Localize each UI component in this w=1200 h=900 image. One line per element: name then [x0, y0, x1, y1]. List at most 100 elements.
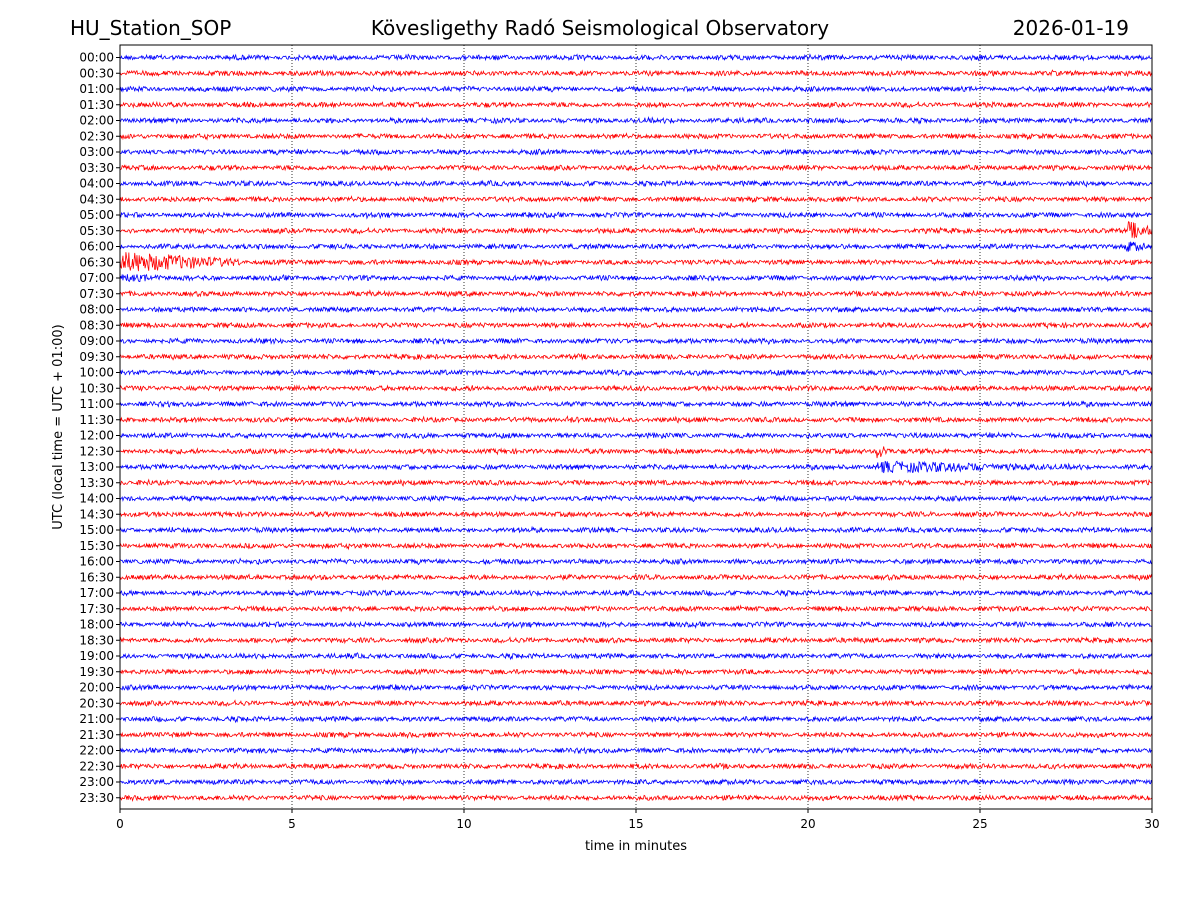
- trace-0000: [119, 53, 1153, 62]
- trace-1130: [119, 415, 1153, 424]
- trace-1500: [119, 525, 1153, 534]
- y-tick-label: 06:00: [79, 240, 114, 254]
- trace-1230: [119, 446, 1153, 459]
- y-tick-label: 10:00: [79, 366, 114, 380]
- trace-2100: [119, 714, 1153, 724]
- y-tick-label: 03:30: [79, 161, 114, 175]
- trace-0830: [119, 321, 1153, 330]
- trace-1730: [119, 604, 1153, 613]
- trace-1930: [119, 667, 1153, 676]
- trace-0430: [119, 195, 1153, 204]
- trace-1000: [119, 368, 1153, 377]
- trace-1330: [119, 478, 1153, 487]
- x-tick-label: 20: [800, 817, 815, 831]
- y-tick-label: 19:30: [79, 665, 114, 679]
- y-tick-label: 17:30: [79, 602, 114, 616]
- y-tick-label: 14:30: [79, 507, 114, 521]
- x-tick-label: 0: [116, 817, 124, 831]
- trace-0030: [119, 69, 1153, 78]
- y-tick-label: 14:00: [79, 492, 114, 506]
- x-tick-label: 5: [288, 817, 296, 831]
- y-tick-label: 21:00: [79, 712, 114, 726]
- trace-0730: [119, 289, 1153, 298]
- trace-2130: [119, 730, 1153, 740]
- trace-0100: [119, 84, 1153, 94]
- station-label: HU_Station_SOP: [70, 16, 232, 40]
- trace-0130: [119, 100, 1153, 109]
- x-tick-label: 10: [456, 817, 471, 831]
- y-tick-label: 22:00: [79, 744, 114, 758]
- y-tick-label: 07:00: [79, 271, 114, 285]
- y-tick-label: 04:30: [79, 192, 114, 206]
- y-tick-label: 00:00: [79, 51, 114, 65]
- trace-0630: [119, 252, 1153, 272]
- y-tick-label: 10:30: [79, 381, 114, 395]
- trace-2330: [119, 794, 1153, 802]
- trace-1400: [119, 494, 1153, 503]
- y-tick-label: 09:00: [79, 334, 114, 348]
- y-tick-label: 23:00: [79, 775, 114, 789]
- trace-1700: [119, 589, 1153, 598]
- y-tick-label: 20:30: [79, 696, 114, 710]
- y-tick-label: 15:30: [79, 539, 114, 553]
- y-tick-label: 01:30: [79, 98, 114, 112]
- x-tick-label: 15: [628, 817, 643, 831]
- date-label: 2026-01-19: [1012, 16, 1129, 40]
- trace-0400: [119, 179, 1153, 188]
- y-axis-label: UTC (local time = UTC + 01:00): [51, 324, 66, 529]
- y-tick-label: 11:00: [79, 397, 114, 411]
- trace-1800: [119, 620, 1153, 630]
- x-tick-label: 30: [1144, 817, 1159, 831]
- chart-title: Kövesligethy Radó Seismological Observat…: [370, 16, 830, 40]
- traces: [119, 53, 1153, 802]
- y-tick-label: 17:00: [79, 586, 114, 600]
- trace-1030: [119, 384, 1153, 393]
- trace-0200: [119, 115, 1153, 125]
- trace-0700: [119, 273, 1153, 283]
- trace-1830: [119, 636, 1153, 645]
- trace-2000: [119, 683, 1153, 693]
- trace-0800: [119, 305, 1153, 314]
- y-tick-label: 03:00: [79, 145, 114, 159]
- trace-2230: [119, 761, 1153, 771]
- y-tick-label: 02:00: [79, 114, 114, 128]
- y-tick-label: 19:00: [79, 649, 114, 663]
- y-tick-label: 05:30: [79, 224, 114, 238]
- trace-1100: [119, 400, 1153, 409]
- trace-0330: [119, 163, 1153, 172]
- y-tick-label: 13:00: [79, 460, 114, 474]
- x-tick-label: 25: [972, 817, 987, 831]
- y-tick-label: 11:30: [79, 413, 114, 427]
- trace-1900: [119, 652, 1153, 661]
- trace-1600: [119, 557, 1153, 566]
- y-tick-label: 13:30: [79, 476, 114, 490]
- y-tick-label: 21:30: [79, 728, 114, 742]
- y-tick-label: 02:30: [79, 129, 114, 143]
- y-tick-label: 00:30: [79, 66, 114, 80]
- y-tick-label: 23:30: [79, 791, 114, 805]
- y-tick-label: 05:00: [79, 208, 114, 222]
- y-tick-label: 06:30: [79, 255, 114, 269]
- y-tick-label: 08:30: [79, 318, 114, 332]
- trace-0500: [119, 211, 1153, 220]
- y-tick-label: 16:30: [79, 570, 114, 584]
- trace-0600: [119, 241, 1153, 253]
- y-tick-label: 09:30: [79, 350, 114, 364]
- y-tick-label: 22:30: [79, 759, 114, 773]
- y-tick-label: 15:00: [79, 523, 114, 537]
- y-tick-label: 04:00: [79, 177, 114, 191]
- y-tick-label: 20:00: [79, 681, 114, 695]
- y-tick-label: 18:30: [79, 633, 114, 647]
- trace-1430: [119, 510, 1153, 519]
- trace-2030: [119, 699, 1153, 708]
- x-axis: 0 5 10 15 20 25 30: [116, 809, 1160, 831]
- y-tick-label: 12:30: [79, 444, 114, 458]
- trace-2200: [119, 746, 1153, 755]
- trace-1530: [119, 541, 1153, 551]
- trace-1630: [119, 572, 1153, 582]
- y-tick-label: 16:00: [79, 555, 114, 569]
- y-tick-label: 18:00: [79, 618, 114, 632]
- trace-0300: [119, 148, 1153, 156]
